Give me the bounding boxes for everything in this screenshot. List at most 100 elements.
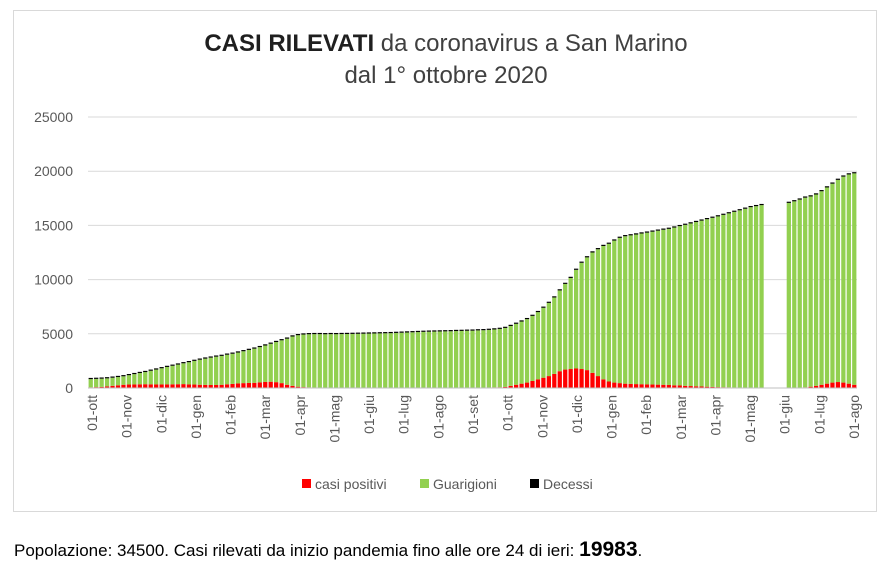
bar-guarigioni bbox=[486, 329, 491, 388]
bar-decessi bbox=[181, 362, 186, 364]
x-tick-label: 01-giu bbox=[777, 395, 793, 434]
x-tick-label: 01-feb bbox=[223, 395, 239, 435]
bar-decessi bbox=[115, 375, 121, 378]
bar-decessi bbox=[208, 356, 213, 358]
bar-casi-positivi bbox=[541, 377, 546, 388]
bar-casi-positivi bbox=[503, 386, 508, 388]
bar-casi-positivi bbox=[830, 382, 835, 388]
bar-casi-positivi bbox=[192, 384, 197, 388]
x-tick-label: 01-feb bbox=[638, 395, 654, 435]
bar-guarigioni bbox=[819, 191, 824, 385]
legend-label: Decessi bbox=[543, 476, 593, 492]
bar-casi-positivi bbox=[170, 384, 175, 388]
caption-total: 19983 bbox=[579, 538, 638, 561]
bar-casi-positivi bbox=[164, 384, 170, 388]
bar-guarigioni bbox=[786, 202, 791, 388]
bar-decessi bbox=[492, 328, 497, 330]
bar-casi-positivi bbox=[704, 386, 710, 388]
bar-guarigioni bbox=[835, 179, 841, 383]
bar-decessi bbox=[661, 228, 666, 230]
bar-decessi bbox=[290, 335, 295, 337]
bar-guarigioni bbox=[110, 377, 115, 386]
bar-decessi bbox=[612, 239, 617, 241]
bar-decessi bbox=[753, 204, 759, 207]
bar-decessi bbox=[263, 344, 268, 346]
bar-decessi bbox=[628, 234, 633, 236]
bar-guarigioni bbox=[361, 333, 366, 388]
bar-guarigioni bbox=[666, 228, 671, 385]
bar-guarigioni bbox=[677, 226, 682, 386]
bar-decessi bbox=[514, 322, 519, 324]
bar-decessi bbox=[317, 332, 322, 335]
bar-casi-positivi bbox=[186, 384, 192, 388]
bar-guarigioni bbox=[650, 231, 655, 385]
bar-casi-positivi bbox=[246, 382, 252, 388]
bar-decessi bbox=[792, 200, 797, 202]
bar-guarigioni bbox=[126, 375, 132, 385]
bar-casi-positivi bbox=[808, 386, 813, 388]
bar-guarigioni bbox=[437, 331, 442, 388]
bar-casi-positivi bbox=[841, 382, 846, 388]
legend-swatch bbox=[420, 479, 429, 488]
bar-casi-positivi bbox=[284, 384, 290, 388]
bar-decessi bbox=[454, 329, 459, 332]
bar-decessi bbox=[743, 207, 748, 209]
bar-guarigioni bbox=[154, 369, 159, 385]
bar-guarigioni bbox=[383, 333, 388, 388]
bar-guarigioni bbox=[481, 330, 486, 388]
bar-casi-positivi bbox=[677, 385, 682, 388]
bar-decessi bbox=[617, 236, 622, 238]
bar-decessi bbox=[486, 328, 491, 330]
bar-casi-positivi bbox=[699, 386, 704, 388]
bar-decessi bbox=[235, 351, 241, 353]
x-tick-label: 01-apr bbox=[292, 395, 308, 436]
bar-casi-positivi bbox=[835, 382, 841, 388]
legend-label: Guarigioni bbox=[433, 476, 497, 492]
bar-decessi bbox=[279, 339, 284, 341]
bar-casi-positivi bbox=[104, 386, 110, 388]
bar-casi-positivi bbox=[143, 384, 148, 388]
bar-decessi bbox=[203, 357, 208, 359]
bar-casi-positivi bbox=[628, 383, 633, 388]
bar-guarigioni bbox=[148, 370, 153, 385]
bar-guarigioni bbox=[454, 331, 459, 388]
bar-guarigioni bbox=[197, 359, 202, 385]
bar-decessi bbox=[519, 320, 524, 322]
bar-guarigioni bbox=[792, 201, 797, 388]
bar-casi-positivi bbox=[573, 368, 579, 388]
bar-casi-positivi bbox=[241, 383, 246, 388]
bar-casi-positivi bbox=[579, 369, 584, 388]
bar-casi-positivi bbox=[230, 383, 235, 388]
bar-casi-positivi bbox=[110, 385, 115, 388]
bar-guarigioni bbox=[263, 345, 268, 382]
bar-casi-positivi bbox=[519, 383, 524, 388]
bar-decessi bbox=[824, 186, 830, 188]
bar-decessi bbox=[246, 348, 252, 350]
bar-casi-positivi bbox=[224, 384, 230, 388]
bar-casi-positivi bbox=[644, 384, 650, 388]
bar-decessi bbox=[164, 365, 170, 367]
bar-decessi bbox=[350, 332, 355, 334]
bar-guarigioni bbox=[355, 333, 361, 388]
bar-decessi bbox=[786, 201, 791, 203]
bar-guarigioni bbox=[415, 332, 421, 388]
bar-decessi bbox=[464, 329, 470, 331]
x-tick-label: 01-lug bbox=[811, 395, 827, 434]
bar-casi-positivi bbox=[639, 384, 644, 388]
bar-decessi bbox=[497, 327, 502, 329]
bar-guarigioni bbox=[497, 328, 502, 388]
bar-guarigioni bbox=[672, 227, 677, 386]
bar-casi-positivi bbox=[208, 384, 213, 388]
bar-guarigioni bbox=[219, 355, 224, 385]
bar-casi-positivi bbox=[148, 384, 153, 388]
bar-guarigioni bbox=[573, 269, 579, 369]
bar-decessi bbox=[121, 375, 126, 377]
bar-guarigioni bbox=[830, 183, 835, 383]
bar-decessi bbox=[797, 198, 802, 200]
bar-guarigioni bbox=[159, 368, 164, 385]
bar-guarigioni bbox=[813, 194, 819, 386]
bar-decessi bbox=[470, 329, 475, 331]
bar-guarigioni bbox=[704, 219, 710, 387]
bar-guarigioni bbox=[732, 211, 737, 388]
bar-decessi bbox=[399, 331, 404, 333]
